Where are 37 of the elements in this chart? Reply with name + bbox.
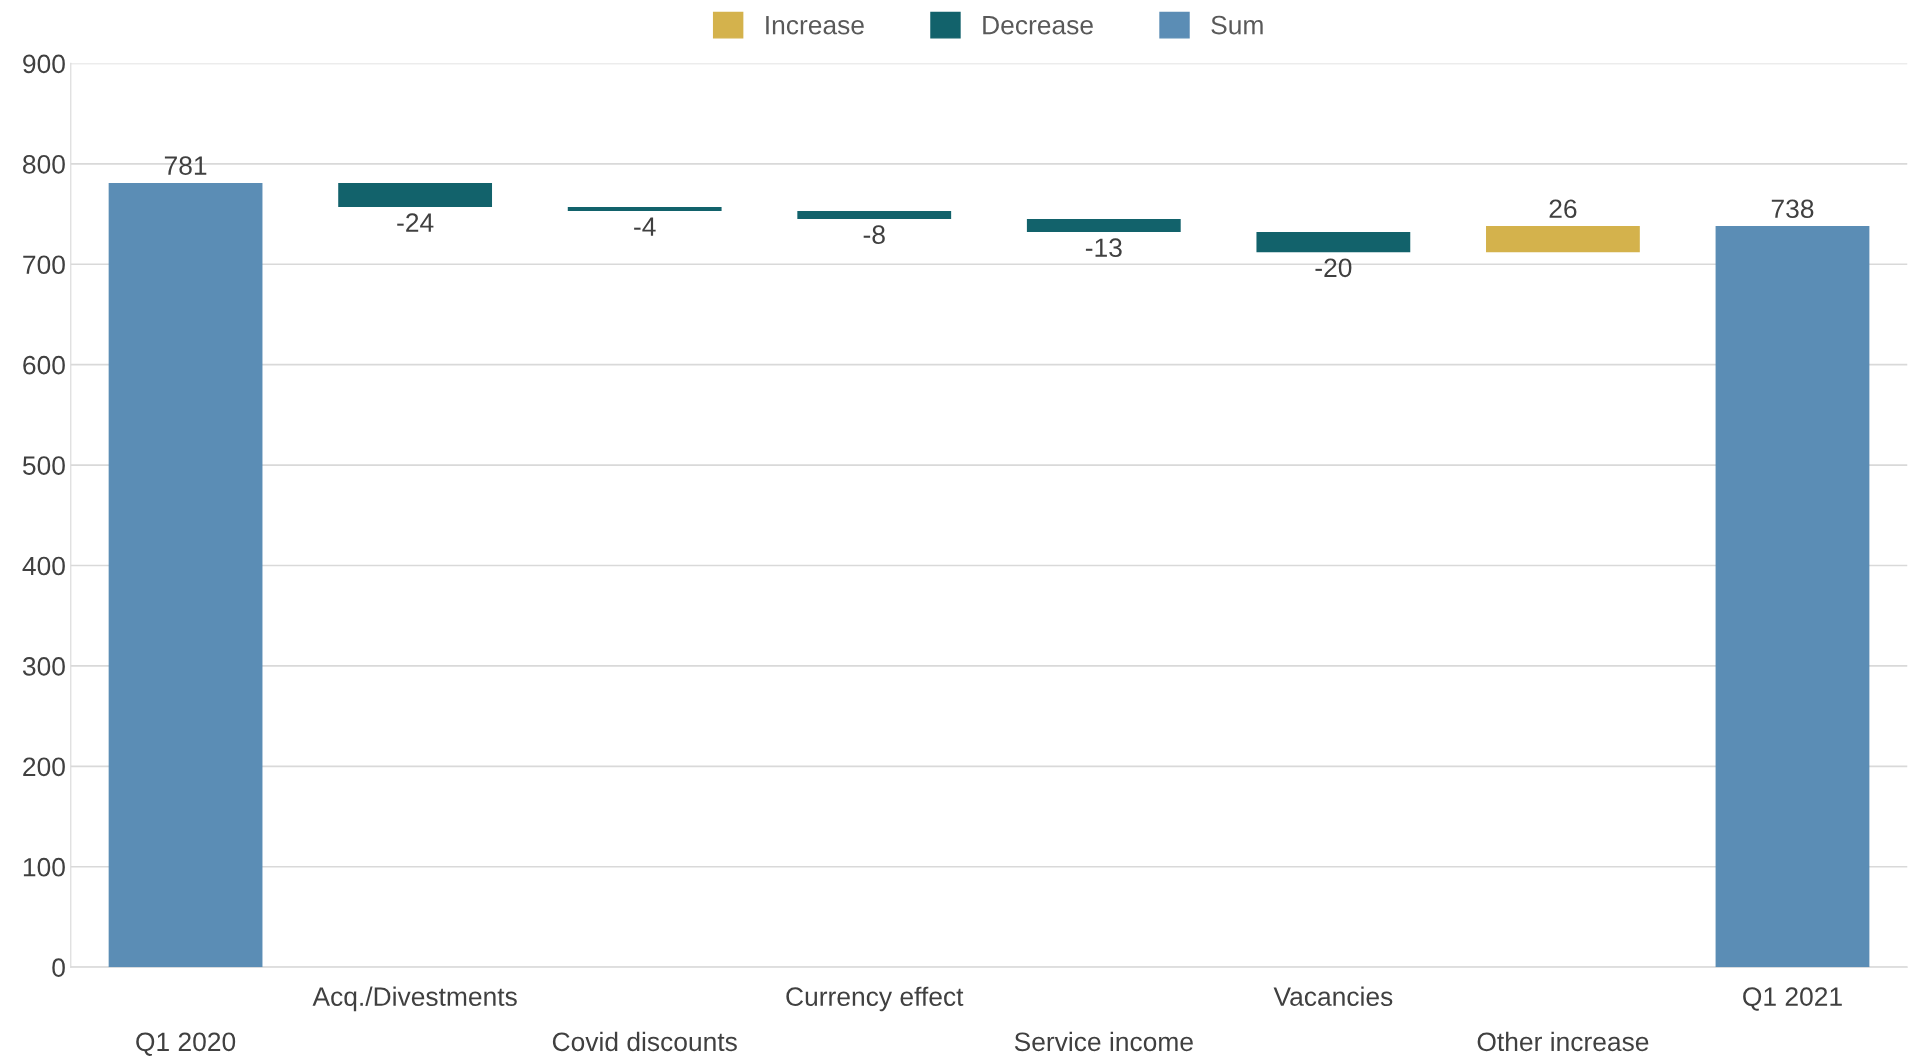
y-tick-label: 900 (23, 54, 65, 74)
bar (1486, 226, 1640, 253)
data-label: -13 (1085, 238, 1122, 258)
y-tick-label: 700 (23, 255, 65, 275)
y-tick-label: 200 (23, 757, 65, 777)
x-tick-label: Q1 2020 (136, 1032, 236, 1056)
data-label: -24 (397, 213, 434, 232)
x-tick-label: Other increase (1477, 1031, 1649, 1052)
y-tick-label: 500 (22, 456, 65, 475)
data-label: -4 (634, 217, 656, 236)
data-label: -20 (1315, 258, 1352, 278)
y-tick-label: 100 (23, 857, 65, 877)
y-tick-label: 400 (22, 556, 65, 576)
bar (797, 211, 952, 220)
data-label: -8 (863, 225, 885, 244)
y-tick-label: 0 (52, 958, 65, 977)
x-tick-label: Acq./Divestments (312, 986, 517, 1012)
y-tick-label: 300 (22, 657, 65, 676)
y-tick-label: 600 (23, 355, 65, 375)
data-label: 738 (1771, 199, 1814, 219)
x-tick-label: Q1 2021 (1743, 987, 1842, 1011)
x-tick-label: Covid discounts (552, 1031, 737, 1052)
legend-label: Decrease (983, 16, 1093, 35)
bar (567, 207, 722, 212)
data-label: 781 (164, 156, 207, 175)
bar (338, 182, 493, 208)
data-label: 26 (1549, 199, 1577, 219)
bar (1256, 232, 1411, 253)
legend-label: Increase (766, 16, 864, 35)
bar (1026, 219, 1181, 233)
x-tick-label: Vacancies (1273, 986, 1393, 1006)
y-tick-label: 800 (23, 154, 65, 174)
x-tick-label: Currency effect (786, 986, 964, 1012)
x-tick-label: Service income (1014, 1031, 1193, 1052)
bar (1715, 226, 1870, 968)
bar (108, 182, 263, 968)
legend-label: Sum (1211, 15, 1263, 35)
